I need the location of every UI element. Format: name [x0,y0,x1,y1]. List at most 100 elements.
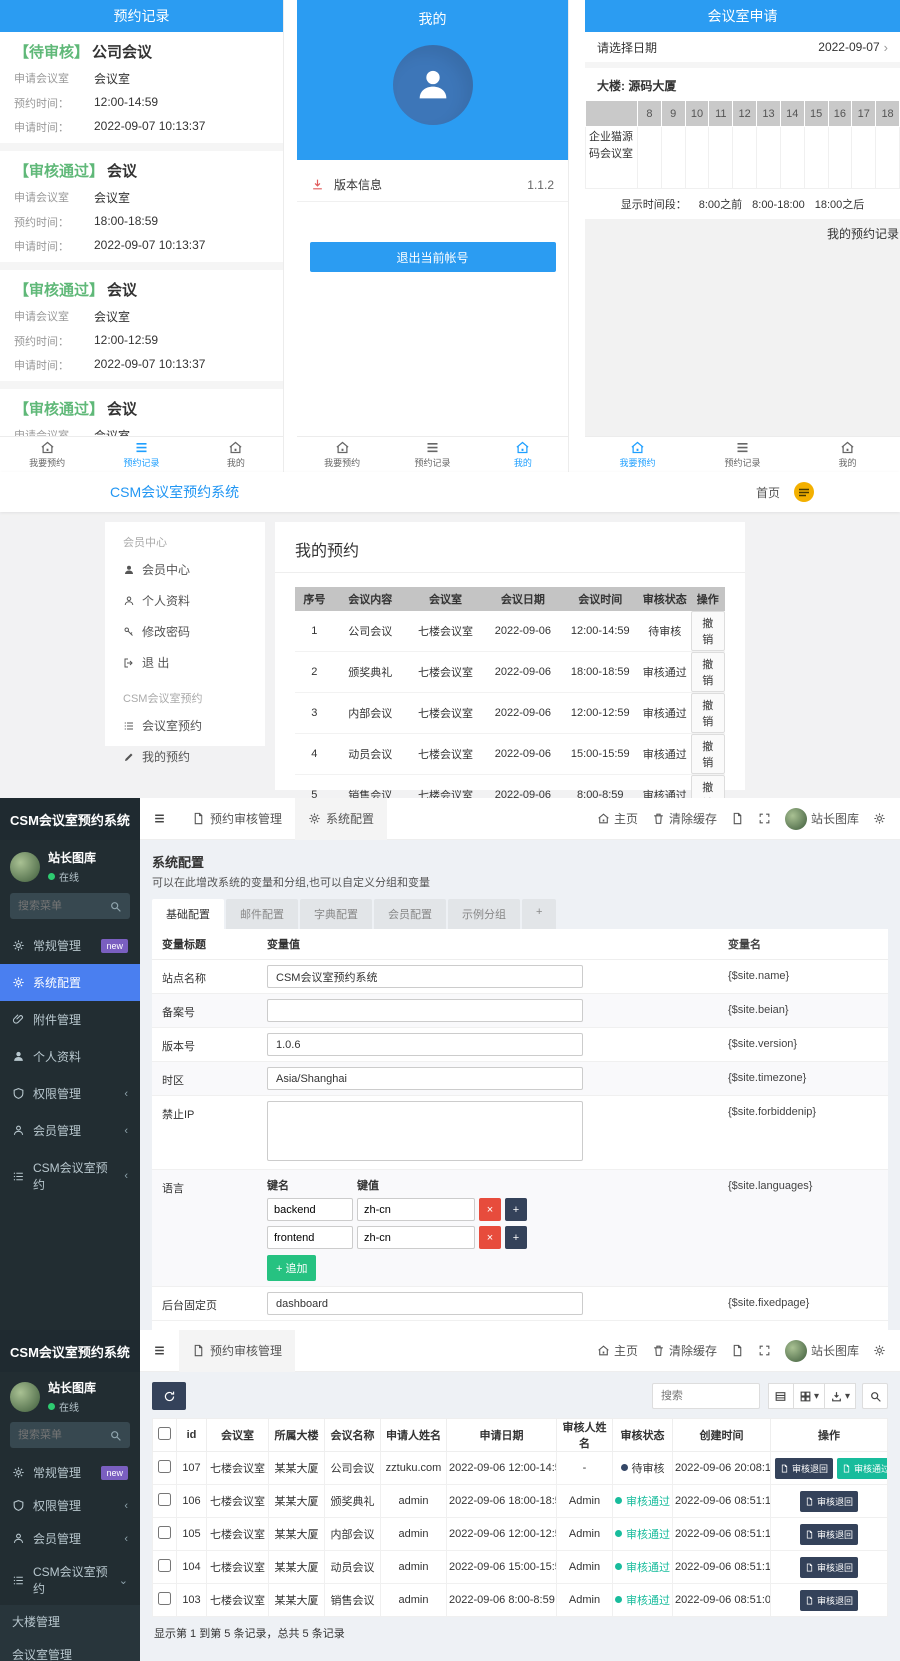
home-button[interactable]: 主页 [597,1342,638,1359]
tab-mine[interactable]: 我的 [189,437,283,472]
col-header[interactable]: 审核人姓名 [556,1418,613,1452]
columns-button[interactable]: ▾ [793,1383,825,1409]
settings-button[interactable] [873,812,886,825]
sidebar-user[interactable]: 站长图库 在线 [0,1372,140,1419]
add-group-tab[interactable]: + [522,899,557,929]
lang-value-input[interactable] [357,1226,475,1249]
menu-system-config[interactable]: 系统配置 [0,964,140,1001]
sidebar-item-room-booking[interactable]: 会议室预约 [105,710,265,741]
lang-key-input[interactable] [267,1226,353,1249]
slot-cell[interactable] [875,126,900,189]
approve-button[interactable]: 审核通过 [837,1457,887,1479]
add-row-button[interactable]: + [505,1198,527,1221]
slot-cell[interactable] [637,126,662,189]
col-header[interactable]: 申请人姓名 [380,1418,447,1452]
row-checkbox[interactable] [158,1592,171,1605]
forbidden-ip-textarea[interactable] [267,1101,583,1161]
sidebar-item-profile[interactable]: 个人资料 [105,585,265,616]
settings-button[interactable] [873,1344,886,1357]
revoke-button[interactable]: 撤销 [690,652,725,692]
record-card[interactable]: 【审核通过】 会议 申请会议室 会议室 [0,389,283,436]
common-search-button[interactable] [767,1383,794,1409]
row-checkbox[interactable] [158,1559,171,1572]
menu-building-management[interactable]: 大楼管理 [0,1605,140,1638]
site-name-input[interactable] [267,965,583,988]
menu-general[interactable]: 常规管理 new [0,927,140,964]
reject-button[interactable]: 审核退回 [775,1457,834,1479]
sidebar-item-password[interactable]: 修改密码 [105,616,265,647]
menu-members[interactable]: 会员管理 ‹ [0,1112,140,1149]
row-checkbox[interactable] [158,1493,171,1506]
version-input[interactable] [267,1033,583,1056]
sidebar-item-my-bookings[interactable]: 我的预约 [105,741,265,772]
page-button[interactable] [731,1344,744,1357]
menu-room-management[interactable]: 会议室管理 [0,1638,140,1661]
tab-records[interactable]: 预约记录 [94,437,188,472]
record-card[interactable]: 【审核通过】 会议 申请会议室 会议室 预约时间： 18:00-18:59 申请时间：… [0,151,283,262]
slot-cell[interactable] [660,126,686,189]
tab-example-group[interactable]: 示例分组 [448,899,520,929]
menu-attachments[interactable]: 附件管理 [0,1001,140,1038]
menu-search-input[interactable] [18,900,109,912]
tab-mail-config[interactable]: 邮件配置 [226,899,298,929]
col-header[interactable]: 会议室 [206,1418,269,1452]
slot-cell[interactable] [851,126,877,189]
revoke-button[interactable]: 撤销 [690,611,725,651]
fixed-page-input[interactable] [267,1292,583,1315]
menu-csm-booking[interactable]: CSM会议室预约 ‹ [0,1149,140,1203]
beian-input[interactable] [267,999,583,1022]
col-header[interactable]: id [176,1418,207,1452]
col-header[interactable]: 所属大楼 [268,1418,325,1452]
fullscreen-button[interactable] [758,1344,771,1357]
slot-cell[interactable] [708,126,734,189]
tab-basic-config[interactable]: 基础配置 [152,899,224,929]
brand-link[interactable]: CSM会议室预约系统 [110,484,240,500]
home-link[interactable]: 首页 [755,485,780,500]
menu-csm-booking[interactable]: CSM会议室预约 ⌄ [0,1555,140,1605]
timezone-input[interactable] [267,1067,583,1090]
remove-row-button[interactable]: × [479,1198,501,1221]
row-checkbox[interactable] [158,1526,171,1539]
home-button[interactable]: 主页 [597,810,638,827]
version-row[interactable]: 版本信息 1.1.2 [297,168,568,202]
col-header[interactable]: 会议名称 [324,1418,381,1452]
tab-book[interactable]: 我要预约 [0,437,94,472]
remove-row-button[interactable]: × [479,1226,501,1249]
reject-button[interactable]: 审核退回 [799,1556,858,1578]
fullscreen-button[interactable] [758,812,771,825]
col-header[interactable]: 创建时间 [672,1418,771,1452]
slot-cell[interactable] [779,126,805,189]
tab-book[interactable]: 我要预约 [297,437,387,472]
tab-mine[interactable]: 我的 [795,437,900,472]
menu-permissions[interactable]: 权限管理 ‹ [0,1075,140,1112]
tab-book[interactable]: 我要预约 [585,437,690,472]
admin-brand[interactable]: CSM会议室预约系统 [0,1330,140,1372]
record-card[interactable]: 【待审核】 公司会议 申请会议室 会议室 预约时间： 12:00-14:59 申请时间… [0,32,283,143]
date-picker-row[interactable]: 请选择日期 2022-09-07 › [585,32,900,68]
page-button[interactable] [731,812,744,825]
reject-button[interactable]: 审核退回 [799,1490,858,1512]
sidebar-toggle-icon[interactable] [140,1344,179,1358]
tab-review-management[interactable]: 预约审核管理 [179,1329,296,1372]
menu-members[interactable]: 会员管理 ‹ [0,1522,140,1555]
logout-button[interactable]: 退出当前帐号 [309,242,556,272]
sidebar-toggle-icon[interactable] [140,812,179,826]
tab-member-config[interactable]: 会员配置 [374,899,446,929]
sidebar-item-member-center[interactable]: 会员中心 [105,554,265,585]
col-header[interactable]: 审核状态 [612,1418,673,1452]
reject-button[interactable]: 审核退回 [799,1589,858,1611]
select-all-checkbox[interactable] [158,1427,171,1440]
tab-mine[interactable]: 我的 [478,437,568,472]
tab-records[interactable]: 预约记录 [387,437,477,472]
table-search-input[interactable] [651,1383,760,1409]
search-button[interactable] [862,1383,888,1409]
row-checkbox[interactable] [158,1460,171,1473]
user-menu[interactable]: 站长图库 [784,807,859,830]
append-button[interactable]: + 追加 [267,1255,317,1281]
clear-cache-button[interactable]: 清除缓存 [652,810,717,827]
tab-records[interactable]: 预约记录 [690,437,795,472]
site-logo-badge[interactable] [794,482,814,502]
menu-permissions[interactable]: 权限管理 ‹ [0,1489,140,1522]
slot-cell[interactable] [732,126,758,189]
my-records-link[interactable]: 我的预约记录 [826,227,899,241]
